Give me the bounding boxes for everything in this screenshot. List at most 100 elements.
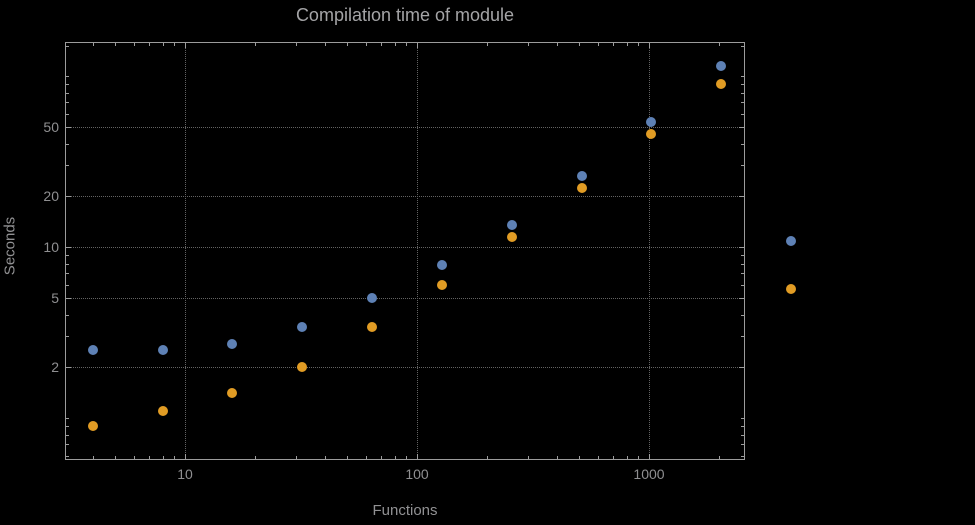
- tick-mark: [66, 165, 69, 167]
- tick-mark: [486, 456, 488, 459]
- tick-mark: [556, 43, 558, 46]
- data-point-series-blue: [87, 344, 98, 355]
- gridline-horizontal: [66, 366, 744, 368]
- tick-mark: [324, 43, 326, 46]
- tick-mark: [417, 43, 418, 48]
- tick-mark: [66, 254, 69, 256]
- tick-mark: [365, 43, 367, 46]
- gridline-horizontal: [66, 247, 744, 248]
- tick-mark: [579, 456, 581, 459]
- tick-mark: [556, 456, 558, 459]
- data-point-series-blue: [367, 293, 378, 304]
- tick-mark: [741, 444, 744, 446]
- data-point-series-blue: [157, 344, 168, 355]
- tick-mark: [741, 165, 744, 167]
- gridline-horizontal: [66, 195, 744, 197]
- data-point-series-orange: [646, 128, 657, 139]
- tick-mark: [597, 43, 599, 46]
- tick-mark: [66, 425, 69, 427]
- tick-mark: [66, 127, 71, 129]
- tick-mark: [741, 92, 744, 94]
- tick-mark: [394, 456, 396, 459]
- data-point-series-blue: [506, 219, 517, 230]
- data-point-series-blue: [576, 171, 587, 182]
- tick-mark: [66, 455, 69, 457]
- tick-mark: [66, 336, 69, 338]
- tick-mark: [92, 456, 94, 459]
- tick-mark: [149, 43, 151, 46]
- gridline-vertical: [185, 43, 186, 459]
- tick-mark: [66, 92, 69, 94]
- tick-mark: [741, 336, 744, 338]
- tick-mark: [741, 102, 744, 104]
- tick-mark: [66, 247, 71, 248]
- tick-mark: [66, 273, 69, 275]
- tick-mark: [527, 43, 529, 46]
- gridline-vertical: [649, 43, 650, 459]
- tick-mark: [174, 456, 176, 459]
- data-point-series-orange: [367, 322, 378, 333]
- x-tick-label: 10: [177, 466, 193, 482]
- tick-mark: [295, 456, 297, 459]
- tick-mark: [741, 76, 744, 77]
- tick-mark: [741, 263, 744, 265]
- data-point-series-orange: [716, 78, 727, 89]
- tick-mark: [254, 456, 256, 459]
- tick-mark: [66, 144, 69, 146]
- legend-marker-orange: [786, 284, 796, 294]
- tick-mark: [741, 418, 744, 419]
- tick-mark: [406, 43, 408, 46]
- data-point-series-blue: [716, 60, 727, 71]
- legend-marker-blue: [786, 236, 796, 246]
- y-tick-label: 10: [43, 239, 59, 255]
- x-tick-label: 100: [405, 466, 429, 482]
- tick-mark: [66, 298, 71, 300]
- tick-mark: [741, 273, 744, 275]
- tick-mark: [741, 254, 744, 256]
- tick-mark: [739, 195, 744, 197]
- tick-mark: [162, 43, 164, 46]
- tick-mark: [739, 298, 744, 300]
- data-point-series-orange: [227, 388, 238, 398]
- tick-mark: [133, 43, 135, 46]
- tick-mark: [417, 454, 418, 459]
- gridline-horizontal: [66, 298, 744, 300]
- tick-mark: [741, 434, 744, 436]
- tick-mark: [486, 43, 488, 46]
- tick-mark: [741, 144, 744, 146]
- tick-mark: [347, 43, 349, 46]
- tick-mark: [66, 102, 69, 104]
- tick-mark: [626, 456, 628, 459]
- tick-mark: [115, 456, 117, 459]
- tick-mark: [718, 43, 720, 46]
- tick-mark: [649, 43, 650, 48]
- chart-title: Compilation time of module: [295, 5, 515, 25]
- tick-mark: [597, 456, 599, 459]
- tick-mark: [185, 43, 186, 48]
- tick-mark: [133, 456, 135, 459]
- tick-mark: [579, 43, 581, 46]
- tick-mark: [739, 127, 744, 129]
- tick-mark: [66, 45, 69, 47]
- tick-mark: [347, 456, 349, 459]
- data-point-series-blue: [227, 339, 238, 350]
- y-tick-label: 50: [43, 119, 59, 136]
- tick-mark: [66, 315, 69, 317]
- tick-mark: [162, 456, 164, 459]
- tick-mark: [185, 454, 186, 459]
- tick-mark: [741, 315, 744, 317]
- tick-mark: [741, 113, 744, 115]
- tick-mark: [365, 456, 367, 459]
- x-axis-label: Functions: [372, 502, 438, 519]
- tick-mark: [66, 434, 69, 436]
- y-tick-label: 2: [51, 358, 59, 375]
- tick-mark: [66, 83, 69, 85]
- data-point-series-orange: [87, 420, 98, 431]
- gridline-vertical: [417, 43, 418, 459]
- gridline-horizontal: [66, 127, 744, 129]
- tick-mark: [381, 456, 383, 459]
- data-point-series-orange: [436, 279, 447, 290]
- tick-mark: [613, 456, 615, 459]
- tick-mark: [66, 76, 69, 77]
